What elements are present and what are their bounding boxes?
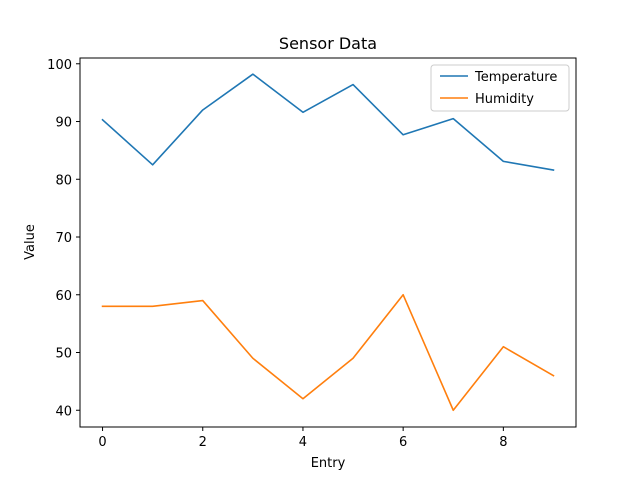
y-axis: 40 50 60 70 80 90 100: [47, 58, 80, 419]
y-tick-label: 70: [55, 231, 72, 246]
plot-frame: [79, 57, 577, 428]
plot-area: [101, 73, 555, 412]
x-tick-label: 8: [499, 435, 507, 450]
y-tick-label: 90: [55, 116, 72, 131]
chart-title: Sensor Data: [279, 34, 377, 53]
legend-label-temperature: Temperature: [474, 70, 557, 85]
y-axis-label: Value: [23, 224, 38, 260]
y-tick-label: 80: [55, 173, 72, 188]
y-tick-label: 40: [55, 404, 72, 419]
legend-label-humidity: Humidity: [475, 92, 534, 107]
x-tick-label: 6: [399, 435, 407, 450]
legend: Temperature Humidity: [430, 64, 570, 112]
x-tick-label: 2: [199, 435, 207, 450]
x-axis: 0 2 4 6 8: [98, 427, 507, 450]
x-tick-label: 4: [299, 435, 307, 450]
y-tick-label: 60: [55, 289, 72, 304]
x-tick-label: 0: [98, 435, 106, 450]
y-tick-label: 50: [55, 347, 72, 362]
y-tick-label: 100: [47, 58, 72, 73]
series-line-humidity: [101, 293, 555, 412]
series-line-temperature: [101, 73, 555, 171]
x-axis-label: Entry: [311, 456, 346, 471]
